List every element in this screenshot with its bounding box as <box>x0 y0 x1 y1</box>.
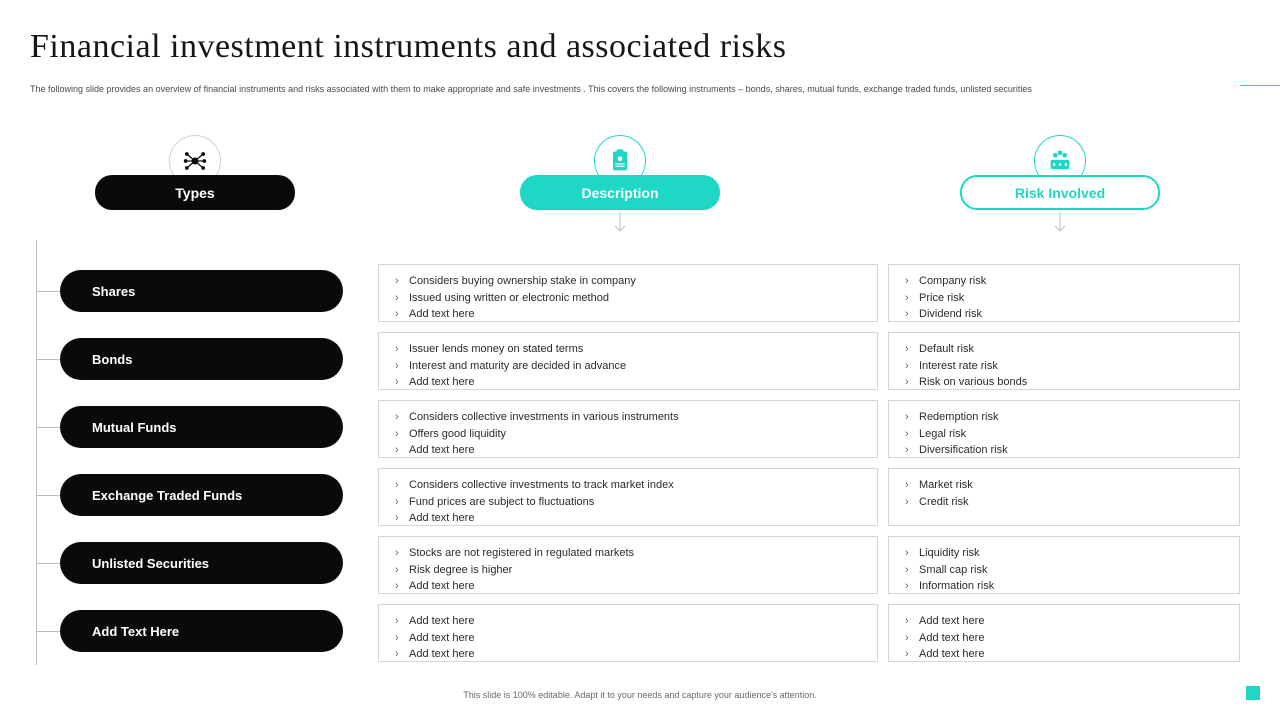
list-item: Add text here <box>905 646 1227 663</box>
list-item: Offers good liquidity <box>395 426 865 443</box>
risk-cell: Liquidity riskSmall cap riskInformation … <box>888 536 1240 594</box>
list-item: Redemption risk <box>905 409 1227 426</box>
header-types-label: Types <box>95 175 295 210</box>
header-types: Types <box>95 135 295 210</box>
header-description-label: Description <box>520 175 720 210</box>
header-description: Description <box>520 135 720 236</box>
desc-cell: Considers buying ownership stake in comp… <box>378 264 878 322</box>
list-item: Add text here <box>395 613 865 630</box>
list-item: Issued using written or electronic metho… <box>395 290 865 307</box>
list-item: Default risk <box>905 341 1227 358</box>
list-item: Add text here <box>395 306 865 323</box>
list-item: Dividend risk <box>905 306 1227 323</box>
list-item: Interest rate risk <box>905 358 1227 375</box>
type-pill: Unlisted Securities <box>60 542 343 584</box>
list-item: Market risk <box>905 477 1227 494</box>
list-item: Information risk <box>905 578 1227 595</box>
risk-cell: Add text hereAdd text hereAdd text here <box>888 604 1240 662</box>
accent-line <box>1240 85 1280 86</box>
desc-cell: Considers collective investments in vari… <box>378 400 878 458</box>
page-subtitle: The following slide provides an overview… <box>30 83 1250 96</box>
type-pill: Shares <box>60 270 343 312</box>
type-pill: Bonds <box>60 338 343 380</box>
column-headers: Types Description Risk Involved <box>0 135 1280 225</box>
arrow-down-icon <box>613 212 627 236</box>
list-item: Fund prices are subject to fluctuations <box>395 494 865 511</box>
desc-cell: Considers collective investments to trac… <box>378 468 878 526</box>
list-item: Add text here <box>395 374 865 391</box>
list-item: Risk on various bonds <box>905 374 1227 391</box>
list-item: Add text here <box>395 442 865 459</box>
slide: { "colors": { "accent":"#1ed8c5", "black… <box>0 0 1280 720</box>
desc-cell: Stocks are not registered in regulated m… <box>378 536 878 594</box>
risk-cell: Company riskPrice riskDividend risk <box>888 264 1240 322</box>
list-item: Add text here <box>395 510 865 527</box>
header-risk: Risk Involved <box>960 135 1160 236</box>
list-item: Considers buying ownership stake in comp… <box>395 273 865 290</box>
list-item: Add text here <box>905 613 1227 630</box>
list-item: Price risk <box>905 290 1227 307</box>
header-risk-label: Risk Involved <box>960 175 1160 210</box>
list-item: Add text here <box>905 630 1227 647</box>
list-item: Small cap risk <box>905 562 1227 579</box>
list-item: Considers collective investments to trac… <box>395 477 865 494</box>
risk-cell: Default riskInterest rate riskRisk on va… <box>888 332 1240 390</box>
list-item: Interest and maturity are decided in adv… <box>395 358 865 375</box>
connector-tree <box>36 240 60 665</box>
list-item: Liquidity risk <box>905 545 1227 562</box>
type-pill: Add Text Here <box>60 610 343 652</box>
type-pill: Mutual Funds <box>60 406 343 448</box>
list-item: Legal risk <box>905 426 1227 443</box>
list-item: Company risk <box>905 273 1227 290</box>
desc-cell: Add text hereAdd text hereAdd text here <box>378 604 878 662</box>
desc-cell: Issuer lends money on stated termsIntere… <box>378 332 878 390</box>
type-pill: Exchange Traded Funds <box>60 474 343 516</box>
list-item: Add text here <box>395 646 865 663</box>
list-item: Add text here <box>395 630 865 647</box>
list-item: Credit risk <box>905 494 1227 511</box>
risk-cell: Redemption riskLegal riskDiversification… <box>888 400 1240 458</box>
page-title: Financial investment instruments and ass… <box>30 28 786 66</box>
list-item: Stocks are not registered in regulated m… <box>395 545 865 562</box>
footer-note: This slide is 100% editable. Adapt it to… <box>0 690 1280 700</box>
list-item: Issuer lends money on stated terms <box>395 341 865 358</box>
list-item: Risk degree is higher <box>395 562 865 579</box>
list-item: Add text here <box>395 578 865 595</box>
risk-cell: Market riskCredit risk <box>888 468 1240 526</box>
list-item: Diversification risk <box>905 442 1227 459</box>
arrow-down-icon <box>1053 212 1067 236</box>
list-item: Considers collective investments in vari… <box>395 409 865 426</box>
